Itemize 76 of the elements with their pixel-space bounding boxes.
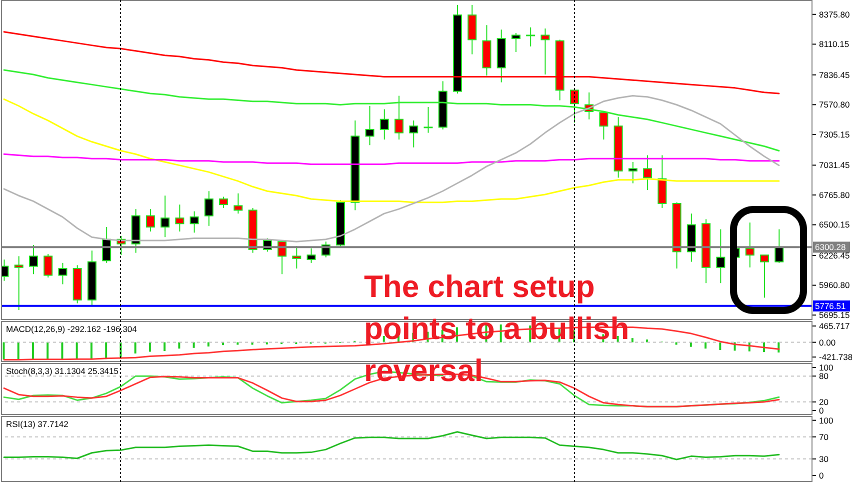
y-tick-label: 0 bbox=[819, 470, 824, 480]
bar bbox=[192, 342, 195, 348]
bar bbox=[178, 342, 180, 349]
candlestick bbox=[365, 105, 374, 146]
candlestick bbox=[58, 262, 68, 285]
y-tick-label: 30 bbox=[819, 454, 829, 464]
bar bbox=[704, 342, 707, 349]
y-tick-label: 0.00 bbox=[819, 337, 836, 348]
candlestick bbox=[14, 256, 24, 311]
candlestick bbox=[628, 161, 638, 184]
ref-line-label: 6300.28 bbox=[815, 242, 846, 252]
candlestick bbox=[190, 210, 199, 234]
candlestick bbox=[599, 110, 608, 140]
bar bbox=[61, 342, 64, 360]
chart-title: MACD(12,26,9) -292.162 -196.304 bbox=[6, 324, 137, 335]
y-tick-label: 7305.15 bbox=[819, 129, 850, 140]
line-series bbox=[3, 153, 780, 165]
candlestick bbox=[409, 120, 418, 148]
line-series bbox=[3, 431, 780, 460]
candlestick bbox=[44, 253, 53, 278]
y-tick-label: 80 bbox=[819, 371, 829, 382]
bar bbox=[90, 342, 92, 360]
candlestick bbox=[146, 208, 155, 232]
candlestick bbox=[424, 106, 433, 134]
y-tick-label: 0 bbox=[819, 406, 824, 416]
ref-line-label: 5776.51 bbox=[815, 300, 846, 311]
y-tick-label: 5960.80 bbox=[819, 280, 850, 290]
bar bbox=[105, 342, 108, 360]
y-tick-label: 6500.15 bbox=[819, 220, 850, 230]
bar bbox=[631, 338, 634, 342]
line-series bbox=[3, 98, 780, 204]
candlestick bbox=[160, 195, 170, 238]
y-tick-label: 6765.80 bbox=[819, 190, 850, 200]
bar bbox=[207, 342, 210, 346]
y-tick-label: 8110.15 bbox=[819, 39, 850, 50]
candlestick bbox=[204, 190, 214, 226]
bar bbox=[134, 342, 136, 354]
candlestick bbox=[511, 32, 520, 53]
line-series bbox=[3, 69, 780, 152]
candlestick bbox=[292, 246, 302, 270]
y-tick-label: 465.717 bbox=[819, 320, 850, 331]
bar bbox=[76, 342, 78, 360]
y-tick-label: 8375.80 bbox=[819, 9, 850, 20]
candlestick bbox=[526, 26, 536, 47]
candlestick bbox=[760, 254, 770, 298]
y-tick-label: 7031.45 bbox=[819, 160, 850, 170]
bar bbox=[382, 336, 385, 342]
candlestick bbox=[716, 228, 726, 284]
line-series bbox=[3, 31, 780, 94]
candlestick bbox=[774, 228, 784, 264]
y-tick-label: 5695.15 bbox=[819, 310, 850, 320]
candlestick bbox=[394, 95, 404, 140]
bar bbox=[646, 339, 648, 342]
candlestick bbox=[380, 108, 389, 140]
bar bbox=[164, 342, 166, 352]
y-tick-label: 20 bbox=[819, 396, 829, 407]
bar bbox=[17, 342, 20, 360]
bar bbox=[719, 342, 722, 350]
bar bbox=[2, 342, 5, 360]
chart-title: Stoch(8,3,3) 31.1304 25.3415 bbox=[6, 366, 118, 377]
y-tick-label: 100 bbox=[819, 362, 834, 372]
y-tick-label: -421.738 bbox=[819, 352, 852, 362]
candlestick bbox=[643, 154, 652, 191]
y-tick-label: 100 bbox=[819, 415, 834, 426]
candlestick bbox=[745, 222, 754, 268]
candlestick bbox=[28, 244, 38, 275]
bar bbox=[46, 342, 49, 360]
chart-title: RSI(13) 37.7142 bbox=[6, 419, 68, 430]
candlestick bbox=[234, 192, 243, 214]
candlestick bbox=[306, 248, 316, 264]
y-tick-label: 7836.45 bbox=[819, 70, 850, 80]
y-tick-label: 6226.45 bbox=[819, 250, 850, 260]
y-tick-label: 70 bbox=[819, 432, 829, 442]
y-tick-label: 7570.80 bbox=[819, 100, 850, 110]
candlestick bbox=[175, 204, 184, 232]
candlestick bbox=[219, 196, 228, 208]
